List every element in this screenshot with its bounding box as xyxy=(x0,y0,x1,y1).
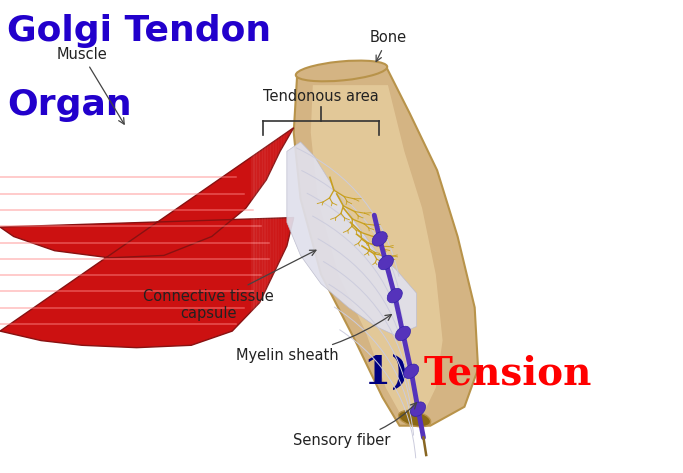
Ellipse shape xyxy=(395,326,410,341)
Text: Connective tissue
capsule: Connective tissue capsule xyxy=(143,250,316,321)
Polygon shape xyxy=(311,85,443,416)
Ellipse shape xyxy=(404,364,419,378)
Text: Golgi Tendon: Golgi Tendon xyxy=(7,14,271,48)
Ellipse shape xyxy=(398,411,431,427)
Text: Muscle: Muscle xyxy=(57,47,124,124)
Ellipse shape xyxy=(387,289,402,303)
Ellipse shape xyxy=(296,61,387,81)
Ellipse shape xyxy=(378,255,393,270)
Ellipse shape xyxy=(410,402,426,416)
Text: Tension: Tension xyxy=(423,355,592,393)
Polygon shape xyxy=(294,66,478,426)
Text: Tendonous area: Tendonous area xyxy=(263,89,378,105)
Text: Bone: Bone xyxy=(370,30,406,61)
Text: 1): 1) xyxy=(365,355,423,393)
Polygon shape xyxy=(287,142,417,336)
Text: Myelin sheath: Myelin sheath xyxy=(236,315,391,363)
Text: Sensory fiber: Sensory fiber xyxy=(293,403,417,448)
Polygon shape xyxy=(0,128,294,348)
Text: Organ: Organ xyxy=(7,88,131,122)
Ellipse shape xyxy=(372,232,387,246)
